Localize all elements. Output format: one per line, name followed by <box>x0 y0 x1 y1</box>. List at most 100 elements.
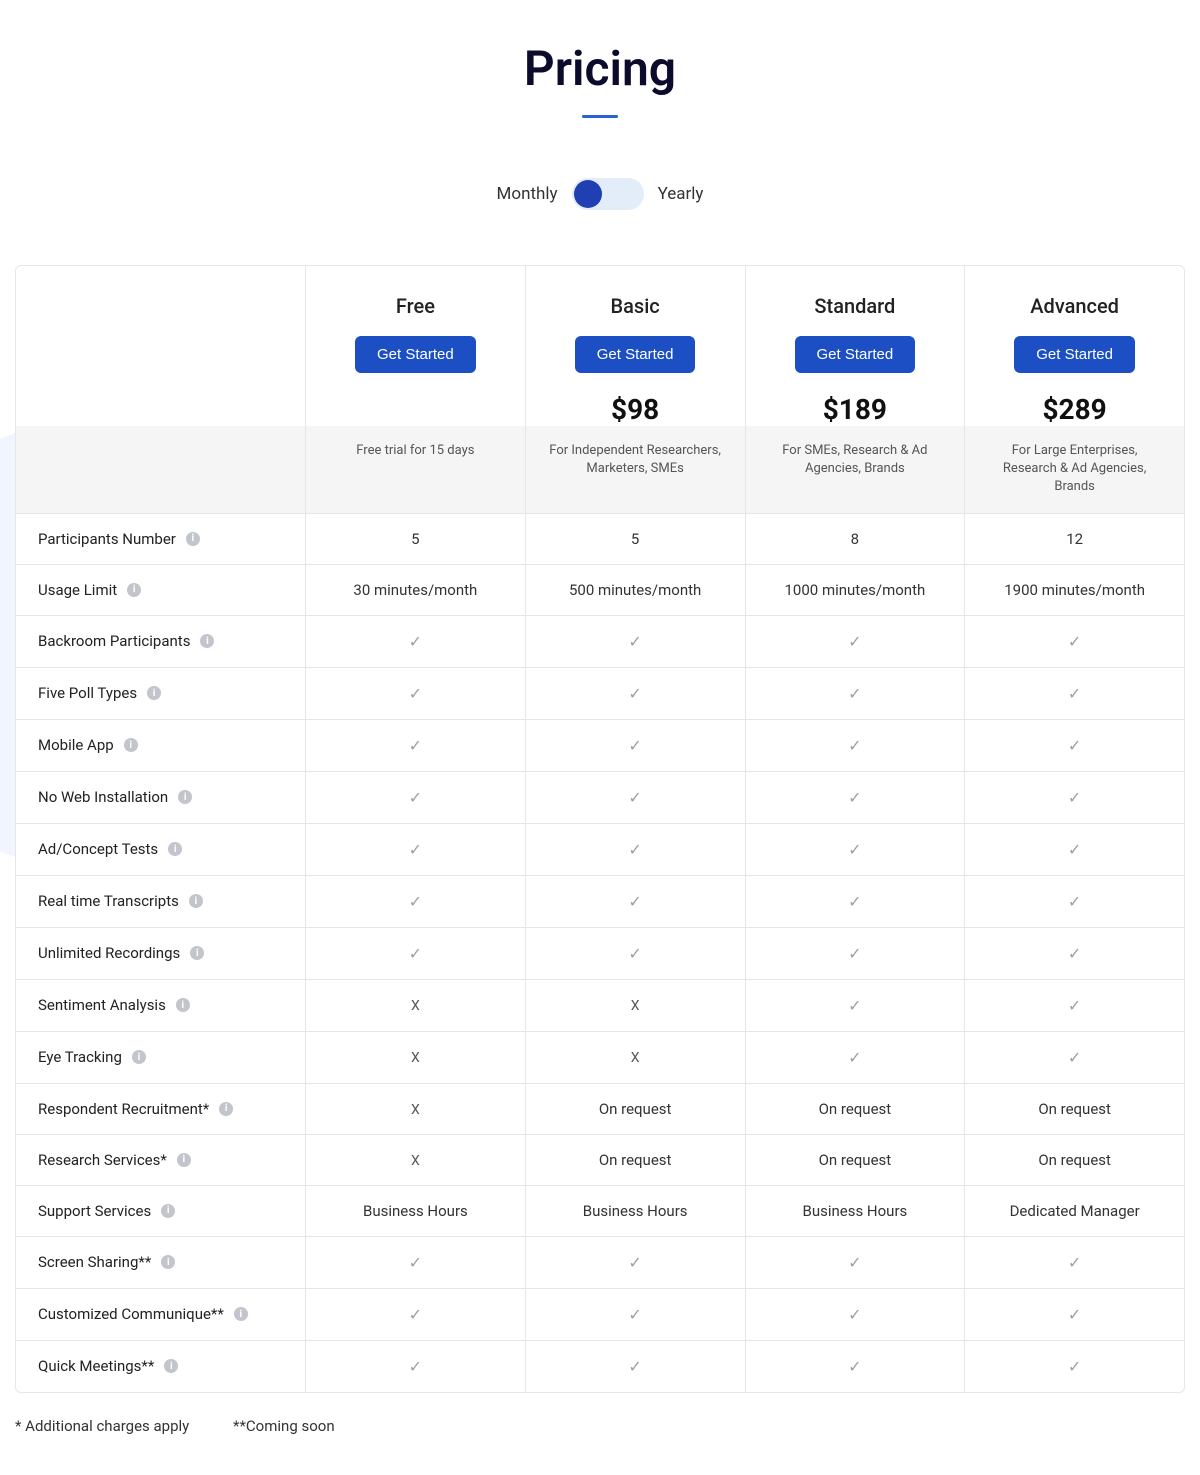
info-icon[interactable]: i <box>132 1050 146 1064</box>
check-icon: ✓ <box>1068 1253 1081 1272</box>
feature-row: Research Services*iXOn requestOn request… <box>16 1134 1184 1185</box>
info-icon[interactable]: i <box>127 583 141 597</box>
info-icon[interactable]: i <box>164 1359 178 1373</box>
info-icon[interactable]: i <box>200 634 214 648</box>
feature-value: X <box>306 1084 526 1134</box>
check-icon: ✓ <box>1068 996 1081 1015</box>
billing-toggle[interactable] <box>572 178 644 210</box>
feature-value: ✓ <box>965 1032 1184 1083</box>
info-icon[interactable]: i <box>124 738 138 752</box>
check-icon: ✓ <box>1068 684 1081 703</box>
feature-value: ✓ <box>526 876 746 927</box>
feature-row: Real time Transcriptsi✓✓✓✓ <box>16 875 1184 927</box>
info-icon[interactable]: i <box>234 1307 248 1321</box>
cross-icon: X <box>411 998 420 1014</box>
get-started-button-free[interactable]: Get Started <box>355 336 476 373</box>
check-icon: ✓ <box>628 892 641 911</box>
pricing-table: Free Get Started Basic Get Started $98 S… <box>15 265 1185 1393</box>
info-icon[interactable]: i <box>161 1255 175 1269</box>
feature-value: ✓ <box>746 876 966 927</box>
toggle-label-yearly: Yearly <box>658 184 704 204</box>
info-icon[interactable]: i <box>186 532 200 546</box>
feature-value: Business Hours <box>306 1186 526 1236</box>
info-icon[interactable]: i <box>190 946 204 960</box>
check-icon: ✓ <box>628 1357 641 1376</box>
feature-label: Customized Communique** <box>38 1305 224 1323</box>
feature-value: ✓ <box>306 720 526 771</box>
plan-desc: For Large Enterprises, Research & Ad Age… <box>965 426 1184 513</box>
feature-value: ✓ <box>526 824 746 875</box>
feature-value: ✓ <box>306 1289 526 1340</box>
feature-row: Backroom Participantsi✓✓✓✓ <box>16 615 1184 667</box>
feature-value: ✓ <box>746 772 966 823</box>
feature-value: ✓ <box>746 1341 966 1392</box>
plan-header-standard: Standard Get Started $189 <box>746 266 966 426</box>
feature-label-cell: Ad/Concept Testsi <box>16 824 306 875</box>
check-icon: ✓ <box>1068 840 1081 859</box>
info-icon[interactable]: i <box>161 1204 175 1218</box>
feature-value: X <box>526 980 746 1031</box>
check-icon: ✓ <box>409 632 422 651</box>
feature-value: On request <box>526 1084 746 1134</box>
info-icon[interactable]: i <box>177 1153 191 1167</box>
feature-label-cell: Real time Transcriptsi <box>16 876 306 927</box>
check-icon: ✓ <box>628 736 641 755</box>
feature-value: ✓ <box>306 668 526 719</box>
plan-price: $289 <box>975 393 1174 426</box>
feature-value: ✓ <box>965 1341 1184 1392</box>
get-started-button-advanced[interactable]: Get Started <box>1014 336 1135 373</box>
header-empty-cell <box>16 266 306 426</box>
check-icon: ✓ <box>628 1305 641 1324</box>
info-icon[interactable]: i <box>176 998 190 1012</box>
check-icon: ✓ <box>409 684 422 703</box>
info-icon[interactable]: i <box>147 686 161 700</box>
feature-value: ✓ <box>306 824 526 875</box>
check-icon: ✓ <box>628 1253 641 1272</box>
feature-label: Support Services <box>38 1202 151 1220</box>
feature-value: ✓ <box>306 876 526 927</box>
feature-value: 5 <box>306 514 526 564</box>
feature-label-cell: Usage Limit i <box>16 565 306 615</box>
check-icon: ✓ <box>1068 1357 1081 1376</box>
check-icon: ✓ <box>1068 736 1081 755</box>
feature-label-cell: Screen Sharing**i <box>16 1237 306 1288</box>
info-icon[interactable]: i <box>168 842 182 856</box>
check-icon: ✓ <box>848 632 861 651</box>
cross-icon: X <box>631 998 640 1014</box>
feature-value: ✓ <box>526 1289 746 1340</box>
feature-label: Five Poll Types <box>38 684 137 702</box>
feature-label-cell: Five Poll Types i <box>16 668 306 719</box>
feature-label: Unlimited Recordings <box>38 944 180 962</box>
feature-value: X <box>306 1032 526 1083</box>
check-icon: ✓ <box>1068 788 1081 807</box>
feature-row: Respondent Recruitment*iXOn requestOn re… <box>16 1083 1184 1134</box>
info-icon[interactable]: i <box>219 1102 233 1116</box>
billing-toggle-row: Monthly Yearly <box>15 178 1185 210</box>
feature-value: 1000 minutes/month <box>746 565 966 615</box>
feature-row: Participants Numberi55812 <box>16 513 1184 564</box>
info-icon[interactable]: i <box>178 790 192 804</box>
feature-value: ✓ <box>746 720 966 771</box>
feature-value: ✓ <box>746 928 966 979</box>
plan-name: Free <box>316 294 515 318</box>
feature-label-cell: Unlimited Recordings i <box>16 928 306 979</box>
feature-value: ✓ <box>965 824 1184 875</box>
feature-value: On request <box>746 1084 966 1134</box>
feature-value: ✓ <box>965 772 1184 823</box>
feature-value: On request <box>965 1084 1184 1134</box>
check-icon: ✓ <box>1068 1305 1081 1324</box>
check-icon: ✓ <box>848 1305 861 1324</box>
feature-value: ✓ <box>965 616 1184 667</box>
check-icon: ✓ <box>848 996 861 1015</box>
info-icon[interactable]: i <box>189 894 203 908</box>
get-started-button-basic[interactable]: Get Started <box>575 336 696 373</box>
check-icon: ✓ <box>848 736 861 755</box>
feature-row: Support ServicesiBusiness HoursBusiness … <box>16 1185 1184 1236</box>
check-icon: ✓ <box>1068 892 1081 911</box>
plan-description-row: Free trial for 15 days For Independent R… <box>16 426 1184 513</box>
check-icon: ✓ <box>409 736 422 755</box>
feature-label: Usage Limit <box>38 581 117 599</box>
feature-value: ✓ <box>526 928 746 979</box>
get-started-button-standard[interactable]: Get Started <box>795 336 916 373</box>
feature-label-cell: Support Services i <box>16 1186 306 1236</box>
